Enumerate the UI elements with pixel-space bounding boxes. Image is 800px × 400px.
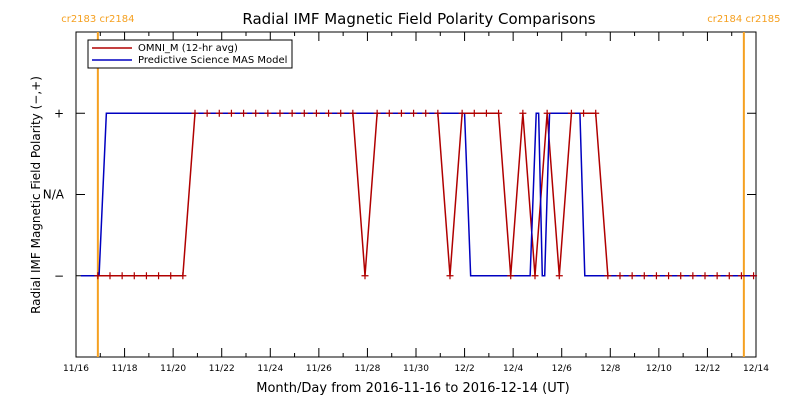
omni-point — [155, 272, 163, 280]
carrington-markers: cr2183 cr2184 cr2184 cr2185 — [61, 14, 781, 357]
omni-point — [470, 109, 478, 117]
omni-point — [616, 272, 624, 280]
omni-point — [580, 109, 588, 117]
omni-point — [737, 272, 745, 280]
omni-point — [325, 109, 333, 117]
legend-label-mas: Predictive Science MAS Model — [138, 55, 287, 66]
omni-point — [750, 272, 758, 280]
legend-box — [87, 39, 293, 69]
omni-point — [458, 109, 466, 117]
omni-point — [118, 272, 126, 280]
omni-point — [592, 109, 600, 117]
x-tick-label: 11/26 — [306, 364, 332, 374]
omni-point — [677, 272, 685, 280]
x-tick-label: 11/30 — [403, 364, 429, 374]
plot-frame — [75, 31, 757, 358]
omni-point — [337, 109, 345, 117]
omni-point — [665, 272, 673, 280]
x-tick-label: 12/6 — [552, 364, 572, 374]
y-axis-ticks: + N/A − — [43, 106, 756, 283]
carrington-label: cr2183 cr2184 — [61, 14, 134, 25]
x-tick-label: 11/18 — [112, 364, 138, 374]
omni-point — [410, 109, 418, 117]
x-axis-ticks: 11/16 11/18 11/20 11/22 11/24 11/26 11/28 11/30… — [63, 32, 769, 374]
y-tick-label: N/A — [43, 188, 65, 202]
omni-point — [689, 272, 697, 280]
omni-point — [240, 109, 248, 117]
omni-point — [446, 272, 454, 280]
omni-point — [725, 272, 733, 280]
omni-point — [94, 272, 102, 280]
x-tick-label: 12/14 — [743, 364, 769, 374]
x-tick-label: 11/16 — [63, 364, 89, 374]
omni-point — [385, 109, 393, 117]
omni-point — [567, 109, 575, 117]
omni-point — [652, 272, 660, 280]
x-tick-label: 12/8 — [600, 364, 620, 374]
omni-point — [482, 109, 490, 117]
omni-point — [373, 109, 381, 117]
x-tick-label: 11/22 — [209, 364, 235, 374]
omni-point — [519, 109, 527, 117]
y-tick-label: − — [54, 269, 64, 283]
omni-point — [106, 272, 114, 280]
x-tick-label: 12/10 — [646, 364, 672, 374]
omni-point — [640, 272, 648, 280]
x-tick-label: 12/12 — [694, 364, 720, 374]
omni-point — [312, 109, 320, 117]
omni-point — [434, 109, 442, 117]
chart-title: Radial IMF Magnetic Field Polarity Compa… — [242, 10, 595, 28]
omni-point — [397, 109, 405, 117]
series-layer — [80, 109, 758, 280]
omni-point — [252, 109, 260, 117]
omni-point — [349, 109, 357, 117]
omni-point — [191, 109, 199, 117]
omni-point — [713, 272, 721, 280]
omni-point — [422, 109, 430, 117]
omni-point — [628, 272, 636, 280]
x-tick-label: 12/2 — [454, 364, 474, 374]
omni-point — [531, 272, 539, 280]
legend-label-omni: OMNI_M (12-hr avg) — [138, 43, 238, 54]
x-axis-label: Month/Day from 2016-11-16 to 2016-12-14 … — [256, 381, 569, 396]
omni-point — [215, 109, 223, 117]
omni-point — [701, 272, 709, 280]
omni-point — [555, 272, 563, 280]
omni-point — [495, 109, 503, 117]
x-tick-label: 11/28 — [354, 364, 380, 374]
legend: OMNI_M (12-hr avg) Predictive Science MA… — [87, 39, 293, 69]
omni-point — [300, 109, 308, 117]
omni-point — [142, 272, 150, 280]
omni-point — [276, 109, 284, 117]
omni-point — [361, 272, 369, 280]
omni-point — [227, 109, 235, 117]
omni-point — [167, 272, 175, 280]
omni-point — [179, 272, 187, 280]
omni-point — [543, 109, 551, 117]
carrington-label: cr2184 cr2185 — [707, 14, 780, 25]
omni-point — [130, 272, 138, 280]
x-tick-label: 11/24 — [257, 364, 283, 374]
x-tick-label: 11/20 — [160, 364, 186, 374]
omni-point — [203, 109, 211, 117]
x-tick-label: 12/4 — [503, 364, 523, 374]
y-axis-label: Radial IMF Magnetic Field Polarity (−,+) — [29, 76, 43, 314]
omni-point — [264, 109, 272, 117]
omni-point — [604, 272, 612, 280]
series-line-0 — [97, 112, 754, 277]
y-tick-label: + — [54, 106, 64, 120]
omni-point — [507, 272, 515, 280]
omni-point — [288, 109, 296, 117]
series-line-1 — [80, 112, 756, 277]
